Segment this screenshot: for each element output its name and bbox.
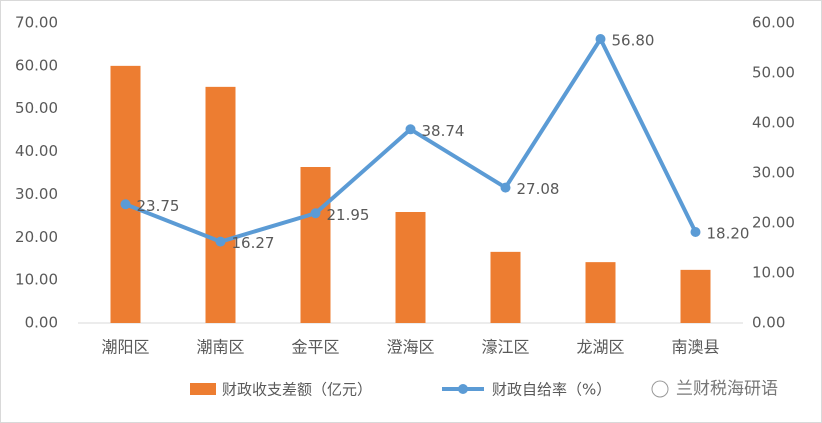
data-label: 56.80 <box>612 32 655 50</box>
y-tick-label: 20.00 <box>15 228 58 246</box>
y-tick-label: 0.00 <box>25 314 58 332</box>
y2-tick-label: 40.00 <box>752 114 795 132</box>
y-tick-label: 50.00 <box>15 99 58 117</box>
bar <box>585 262 616 323</box>
marker <box>310 208 321 219</box>
data-label: 23.75 <box>137 197 180 215</box>
legend-swatch <box>458 384 468 394</box>
marker <box>215 236 226 247</box>
x-tick-label: 澄海区 <box>386 338 434 357</box>
data-label: 18.20 <box>707 225 750 243</box>
marker <box>500 182 511 193</box>
y-tick-label: 60.00 <box>15 56 58 74</box>
y2-tick-label: 20.00 <box>752 214 795 232</box>
watermark: 兰财税海研语 <box>676 379 778 399</box>
y-tick-label: 30.00 <box>15 185 58 203</box>
bar <box>395 212 426 323</box>
data-label: 27.08 <box>517 180 560 198</box>
y2-tick-label: 30.00 <box>752 164 795 182</box>
data-label: 16.27 <box>232 234 275 252</box>
bar <box>490 251 521 323</box>
legend-label: 财政自给率（%） <box>492 381 611 399</box>
marker <box>595 34 606 44</box>
legend-label: 财政收支差额（亿元） <box>222 381 372 399</box>
data-label: 38.74 <box>422 122 465 140</box>
marker <box>690 227 701 237</box>
y2-tick-label: 50.00 <box>752 64 795 82</box>
data-label: 21.95 <box>327 206 370 224</box>
y2-tick-label: 60.00 <box>752 14 795 32</box>
y2-tick-label: 10.00 <box>752 264 795 282</box>
x-tick-label: 龙湖区 <box>576 338 624 357</box>
y-tick-label: 40.00 <box>15 142 58 160</box>
x-tick-label: 濠江区 <box>481 338 529 357</box>
y-tick-label: 10.00 <box>15 271 58 289</box>
x-tick-label: 南澳县 <box>671 338 719 357</box>
x-tick-label: 潮南区 <box>196 338 244 357</box>
bar <box>680 269 711 323</box>
marker <box>405 124 416 135</box>
watermark-icon <box>651 380 669 398</box>
x-tick-label: 潮阳区 <box>101 338 149 357</box>
marker <box>120 199 131 210</box>
y2-tick-label: 0.00 <box>752 314 785 332</box>
legend-swatch <box>190 383 216 395</box>
bar <box>110 65 141 323</box>
bar <box>205 86 236 323</box>
bar <box>300 167 331 323</box>
x-tick-label: 金平区 <box>291 338 339 357</box>
y-tick-label: 70.00 <box>15 14 58 32</box>
